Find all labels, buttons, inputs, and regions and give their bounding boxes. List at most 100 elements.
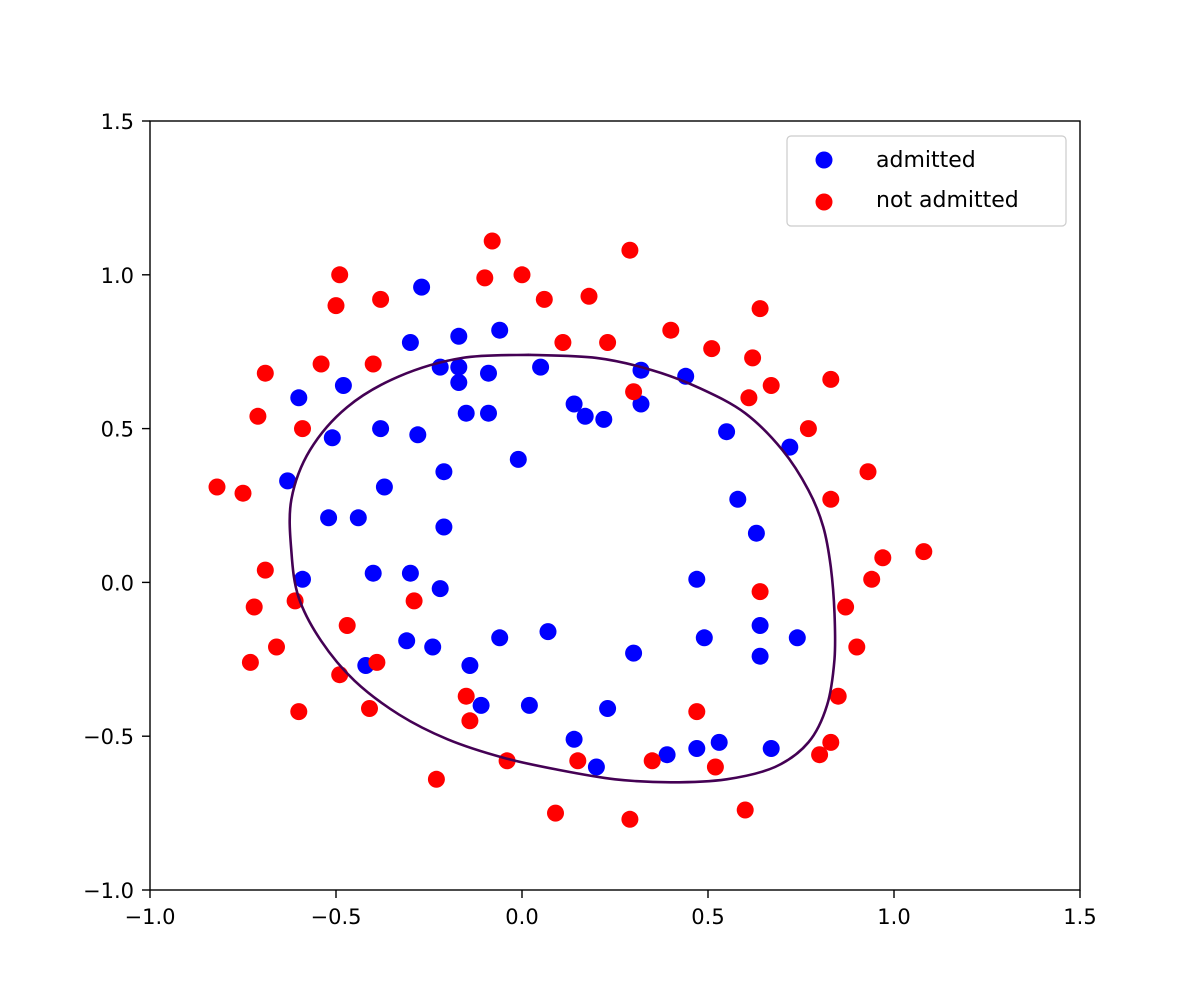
point-admitted <box>599 700 617 717</box>
point-not-admitted <box>241 653 259 671</box>
point-not-admitted <box>736 801 754 819</box>
point-not-admitted <box>327 297 345 315</box>
point-admitted <box>457 404 475 422</box>
point-admitted <box>334 377 352 394</box>
point-not-admitted <box>621 241 639 259</box>
point-not-admitted <box>294 420 311 438</box>
point-admitted <box>491 321 509 339</box>
point-not-admitted <box>547 804 564 822</box>
point-not-admitted <box>361 700 378 717</box>
y-tick-label: 1.5 <box>101 110 134 134</box>
legend: admitted not admitted <box>786 135 1067 227</box>
point-admitted <box>751 617 769 634</box>
point-admitted <box>729 490 747 508</box>
legend-box <box>786 135 1067 227</box>
point-admitted <box>695 629 713 647</box>
point-admitted <box>401 334 419 351</box>
point-admitted <box>375 478 393 496</box>
point-admitted <box>718 423 736 441</box>
point-not-admitted <box>688 703 706 721</box>
point-not-admitted <box>483 232 501 250</box>
point-not-admitted <box>822 490 840 508</box>
point-not-admitted <box>621 810 639 828</box>
point-not-admitted <box>234 484 252 502</box>
point-not-admitted <box>848 638 866 656</box>
point-not-admitted <box>822 370 840 388</box>
point-admitted <box>520 696 538 714</box>
point-admitted <box>788 629 806 647</box>
point-not-admitted <box>744 349 762 367</box>
point-not-admitted <box>312 355 330 373</box>
y-tick-label: −0.5 <box>83 725 134 749</box>
point-not-admitted <box>915 543 933 561</box>
point-not-admitted <box>364 355 382 373</box>
point-admitted <box>762 740 780 757</box>
decision-boundary-line <box>288 353 837 784</box>
x-tick-label: −0.5 <box>311 905 362 929</box>
point-not-admitted <box>859 463 877 481</box>
point-not-admitted <box>599 334 617 351</box>
point-admitted <box>658 746 676 764</box>
point-not-admitted <box>256 364 274 382</box>
point-not-admitted <box>799 420 817 438</box>
point-not-admitted <box>822 733 840 751</box>
point-not-admitted <box>829 687 847 705</box>
point-admitted <box>290 389 308 407</box>
point-not-admitted <box>245 598 263 616</box>
point-admitted <box>751 647 769 665</box>
point-not-admitted <box>372 290 390 308</box>
point-not-admitted <box>256 561 274 579</box>
y-tick-label: 0.0 <box>101 571 134 595</box>
x-axis: −1.0 −0.5 0.0 0.5 1.0 1.5 <box>125 890 1097 929</box>
point-admitted <box>364 564 382 582</box>
point-admitted <box>710 733 728 751</box>
point-not-admitted <box>331 666 349 684</box>
x-tick-label: 1.5 <box>1063 905 1096 929</box>
point-admitted <box>435 463 453 481</box>
legend-marker-not-admitted <box>815 193 833 211</box>
y-tick-label: 1.0 <box>101 264 134 288</box>
point-not-admitted <box>751 583 769 601</box>
point-admitted <box>472 696 490 714</box>
point-admitted <box>372 420 390 438</box>
point-admitted <box>450 358 468 376</box>
x-tick-label: 0.5 <box>691 905 724 929</box>
point-admitted <box>480 364 497 382</box>
point-admitted <box>509 450 527 468</box>
x-tick-label: 0.0 <box>505 905 538 929</box>
point-admitted <box>413 278 431 296</box>
point-not-admitted <box>427 770 445 788</box>
point-admitted <box>565 730 583 748</box>
point-not-admitted <box>249 407 267 425</box>
point-admitted <box>401 564 419 582</box>
point-not-admitted <box>569 752 587 770</box>
point-not-admitted <box>811 746 829 764</box>
y-axis: −1.0 −0.5 0.0 0.5 1.0 1.5 <box>83 110 150 903</box>
point-admitted <box>398 632 416 650</box>
point-admitted <box>294 570 311 588</box>
point-not-admitted <box>580 287 598 305</box>
point-not-admitted <box>706 758 724 776</box>
point-admitted <box>279 472 297 490</box>
point-not-admitted <box>331 266 349 284</box>
point-not-admitted <box>535 290 553 308</box>
legend-marker-admitted <box>815 151 833 169</box>
point-admitted <box>595 410 613 428</box>
point-admitted <box>435 518 453 536</box>
y-tick-label: −1.0 <box>83 879 134 903</box>
point-not-admitted <box>625 383 643 401</box>
point-admitted <box>688 570 706 588</box>
point-not-admitted <box>457 687 475 705</box>
point-not-admitted <box>751 300 769 318</box>
point-admitted <box>539 623 557 641</box>
point-admitted <box>532 358 550 376</box>
point-admitted <box>747 524 765 542</box>
point-admitted <box>688 740 706 757</box>
point-not-admitted <box>662 321 680 339</box>
point-not-admitted <box>740 389 758 407</box>
x-tick-label: 1.0 <box>877 905 910 929</box>
point-not-admitted <box>513 266 531 284</box>
point-not-admitted <box>208 478 226 496</box>
point-not-admitted <box>554 334 572 351</box>
